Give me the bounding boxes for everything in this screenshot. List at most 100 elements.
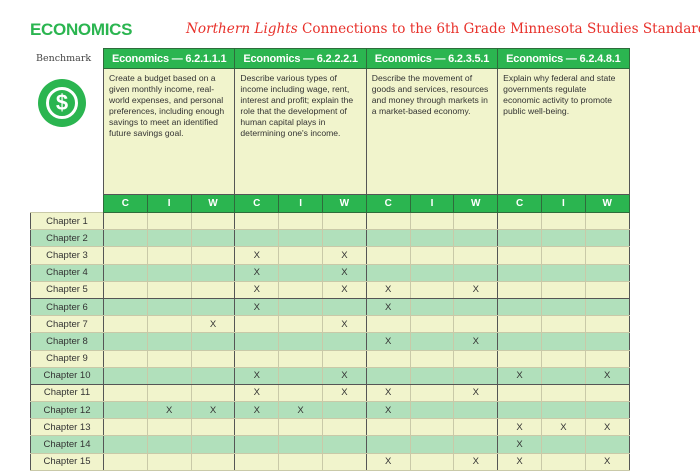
blank-cell [31,195,104,213]
mark-cell [190,246,236,265]
mark-cell [234,211,280,231]
mark-cell [278,349,323,368]
mark-cell: X [321,280,367,299]
table-row: Chapter 14 X [30,435,630,454]
mark-cell [409,418,455,437]
mark-cell [146,280,192,299]
mark-cell [103,297,148,317]
benchmark-header: Economics — 6.2.1.1.1 [102,48,236,69]
mark-cell [540,366,586,385]
sub-column-header: C [103,194,148,213]
title-rest: Connections to the 6th Grade Minnesota S… [297,21,700,37]
chapter-label: Chapter 10 [30,366,104,385]
benchmark-description: Describe various types of income includi… [234,68,367,195]
sub-column-header: W [453,194,499,213]
mark-cell: X [584,452,630,471]
mark-cell [278,280,323,299]
page-title: Northern Lights Connections to the 6th G… [186,21,700,37]
mark-cell [409,315,455,334]
mark-cell [190,435,236,454]
mark-cell: X [365,401,411,420]
mark-cell: X [146,401,192,420]
mark-cell [497,401,542,420]
mark-cell: X [234,366,280,385]
mark-cell [146,315,192,334]
mark-cell [540,263,586,282]
mark-cell [146,246,192,265]
mark-cell [190,418,236,437]
dollar-circle-icon: $ [38,79,86,127]
mark-cell [103,366,148,385]
mark-cell [584,246,630,265]
mark-cell [497,332,542,351]
table-row: Chapter 10 X X X X [30,366,630,385]
mark-cell [365,229,411,248]
mark-cell: X [453,280,499,299]
chapter-label: Chapter 15 [30,452,104,471]
table-row: Chapter 15 X X X X [30,452,630,471]
sub-column-header: I [146,194,192,213]
mark-cell [540,280,586,299]
mark-cell [146,366,192,385]
mark-cell [584,211,630,231]
mark-cell [540,211,586,231]
mark-cell [409,366,455,385]
mark-cell: X [278,401,323,420]
mark-cell [278,366,323,385]
chapter-label: Chapter 4 [30,263,104,282]
mark-cell [453,211,499,231]
mark-cell [584,383,630,403]
mark-cell [278,229,323,248]
mark-cell [453,297,499,317]
mark-cell: X [365,452,411,471]
benchmark-description: Describe the movement of goods and servi… [365,68,499,195]
sub-column-header: W [190,194,236,213]
mark-cell: X [321,366,367,385]
sub-column-header: I [409,194,455,213]
mark-cell [409,332,455,351]
mark-cell [540,297,586,317]
table-row: Chapter 3 X X [30,246,630,265]
mark-cell: X [584,366,630,385]
mark-cell [584,315,630,334]
mark-cell [540,246,586,265]
sub-column-header: C [365,194,411,213]
standards-table: Economics — 6.2.1.1.1 Economics — 6.2.2.2… [30,48,630,471]
mark-cell [103,332,148,351]
mark-cell [103,401,148,420]
table-row: Chapter 12 X X X X X [30,401,630,420]
mark-cell: X [321,263,367,282]
mark-cell [278,297,323,317]
chapter-label: Chapter 7 [30,315,104,334]
mark-cell [190,263,236,282]
benchmark-header: Economics — 6.2.3.5.1 [365,48,499,69]
sub-column-header: C [234,194,280,213]
table-row: Chapter 4 X X [30,263,630,282]
mark-cell [321,418,367,437]
mark-cell: X [453,332,499,351]
chapter-label: Chapter 1 [30,211,104,231]
mark-cell: X [584,418,630,437]
mark-cell [365,246,411,265]
mark-cell [146,297,192,317]
sub-column-header: I [278,194,323,213]
section-title: ECONOMICS [30,20,133,39]
mark-cell [234,332,280,351]
mark-cell [497,315,542,334]
mark-cell [453,349,499,368]
mark-cell [584,229,630,248]
mark-cell [321,297,367,317]
mark-cell: X [234,297,280,317]
mark-cell [584,435,630,454]
mark-cell [540,315,586,334]
chapter-label: Chapter 11 [30,383,104,403]
mark-cell [234,418,280,437]
sub-column-header: W [321,194,367,213]
mark-cell [190,349,236,368]
mark-cell [497,263,542,282]
mark-cell [409,263,455,282]
mark-cell [190,297,236,317]
mark-cell: X [497,452,542,471]
mark-cell [103,435,148,454]
mark-cell [190,229,236,248]
